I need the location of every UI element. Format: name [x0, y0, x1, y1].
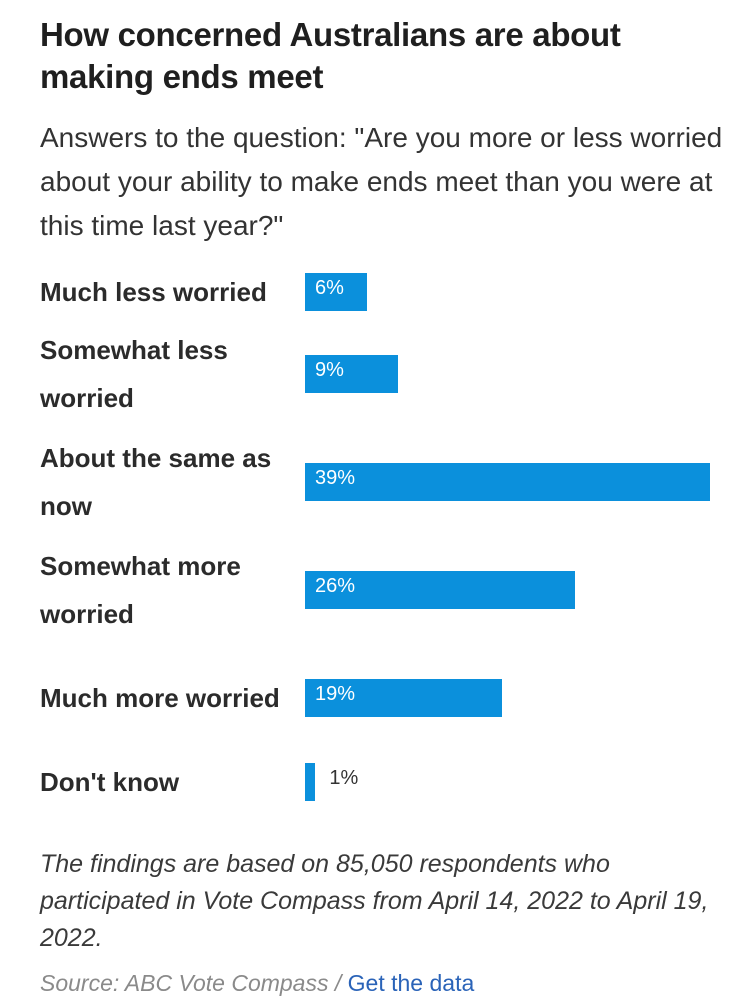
- source-line: Source: ABC Vote Compass / Get the data: [40, 966, 474, 1000]
- chart-title: How concerned Australians are about maki…: [40, 16, 621, 95]
- category-label-don-t-know: Don't know: [40, 767, 180, 797]
- category-label-somewhat-less-worried: Somewhat less worried: [40, 335, 228, 413]
- value-label-much-less-worried: 6%: [315, 277, 344, 299]
- chart-subtitle: Answers to the question: "Are you more o…: [40, 122, 723, 241]
- bar-don-t-know: [305, 763, 316, 801]
- category-label-much-less-worried: Much less worried: [40, 277, 267, 307]
- value-label-about-the-same-as-now: 39%: [315, 467, 356, 489]
- bar-about-the-same-as-now: [305, 463, 710, 501]
- source-text: Source: ABC Vote Compass /: [40, 970, 348, 996]
- category-label-about-the-same-as-now: About the same as now: [40, 443, 272, 521]
- bar-chart: Much less worried 6% Somewhat less worried…: [0, 260, 750, 820]
- bar-somewhat-less-worried: [305, 355, 399, 393]
- bar-much-more-worried: [305, 679, 503, 717]
- get-data-link[interactable]: Get the data: [347, 970, 475, 996]
- category-label-somewhat-more-worried: Somewhat more worried: [40, 551, 241, 629]
- value-label-somewhat-less-worried: 9%: [315, 359, 344, 381]
- bar-somewhat-more-worried: [305, 571, 575, 609]
- methodology-note: The findings are based on 85,050 respond…: [40, 850, 709, 952]
- value-label-somewhat-more-worried: 26%: [315, 575, 356, 597]
- value-label-don-t-know: 1%: [329, 767, 359, 789]
- value-label-much-more-worried: 19%: [315, 683, 356, 705]
- category-label-much-more-worried: Much more worried: [40, 683, 280, 713]
- bar-much-less-worried: [305, 273, 368, 311]
